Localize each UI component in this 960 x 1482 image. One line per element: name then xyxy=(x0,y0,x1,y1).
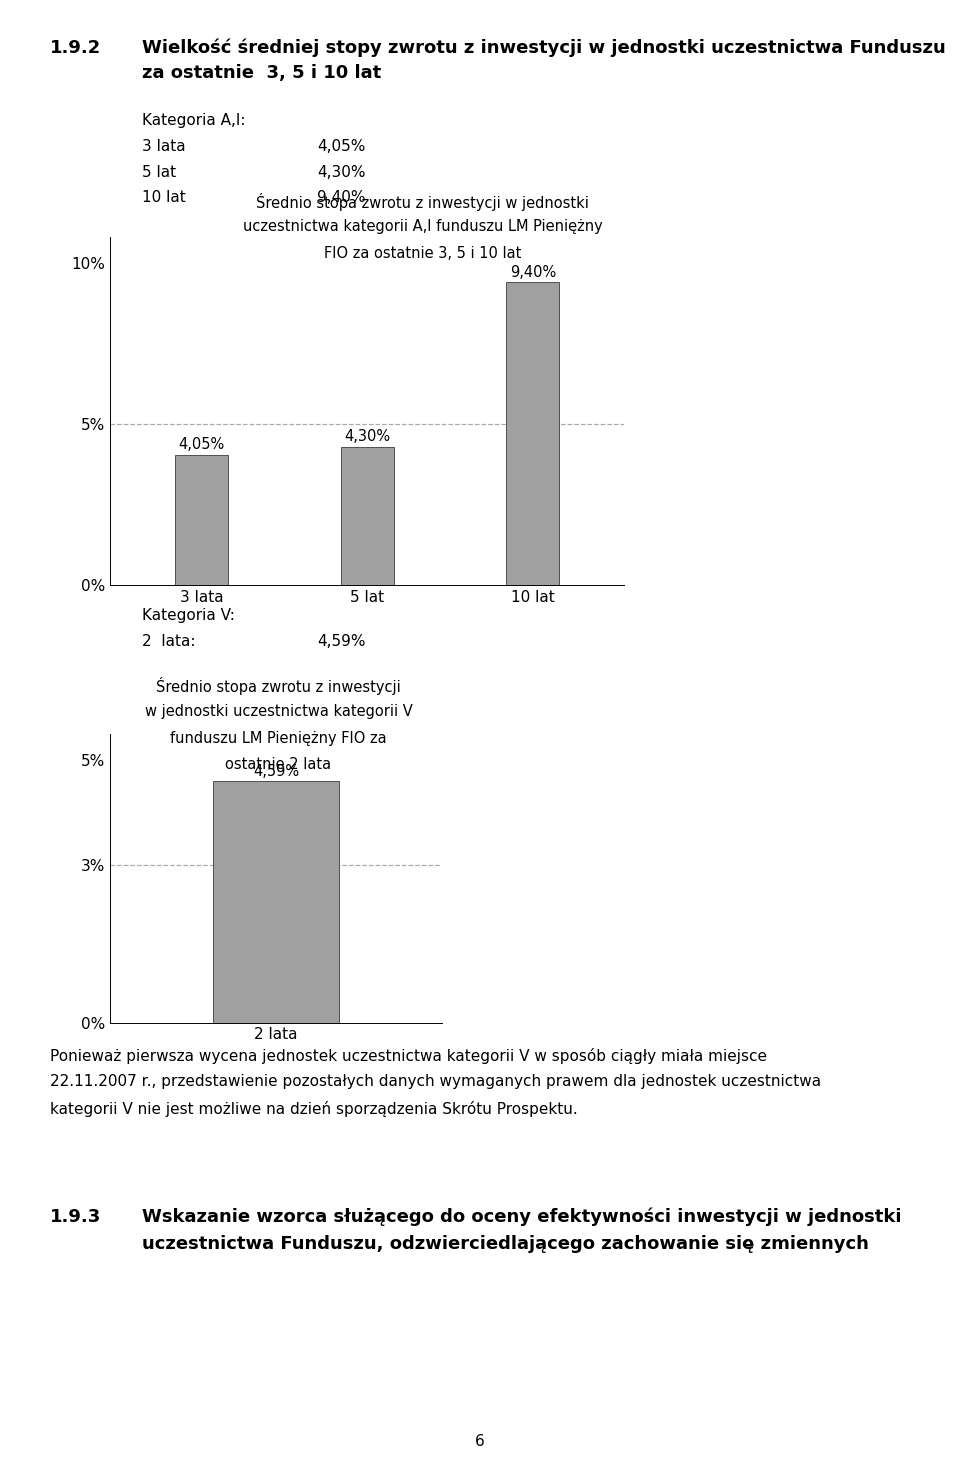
Text: 9,40%: 9,40% xyxy=(317,190,366,206)
Text: 4,30%: 4,30% xyxy=(317,165,366,179)
Text: Kategoria V:: Kategoria V: xyxy=(142,608,235,622)
Text: 9,40%: 9,40% xyxy=(510,265,556,280)
Text: Wskazanie wzorca służącego do oceny efektywności inwestycji w jednostki: Wskazanie wzorca służącego do oceny efek… xyxy=(142,1208,901,1226)
Text: Ponieważ pierwsza wycena jednostek uczestnictwa kategorii V w sposób ciągły miał: Ponieważ pierwsza wycena jednostek uczes… xyxy=(50,1048,767,1064)
Text: 5 lat: 5 lat xyxy=(142,165,177,179)
Text: w jednostki uczestnictwa kategorii V: w jednostki uczestnictwa kategorii V xyxy=(145,704,412,719)
Text: funduszu LM Pieniężny FIO za: funduszu LM Pieniężny FIO za xyxy=(170,731,387,745)
Bar xyxy=(506,282,560,585)
Text: Średnio stopa zwrotu z inwestycji: Średnio stopa zwrotu z inwestycji xyxy=(156,677,400,695)
Text: 22.11.2007 r., przedstawienie pozostałych danych wymaganych prawem dla jednostek: 22.11.2007 r., przedstawienie pozostałyc… xyxy=(50,1074,821,1089)
Text: 4,05%: 4,05% xyxy=(317,138,365,154)
Bar xyxy=(175,455,228,585)
Text: 4,59%: 4,59% xyxy=(317,634,366,649)
Text: 4,05%: 4,05% xyxy=(179,437,225,452)
Text: ostatnie 2 lata: ostatnie 2 lata xyxy=(226,757,331,772)
Text: Średnio stopa zwrotu z inwestycji w jednostki: Średnio stopa zwrotu z inwestycji w jedn… xyxy=(256,193,588,210)
Text: uczestnictwa Funduszu, odzwierciedlającego zachowanie się zmiennych: uczestnictwa Funduszu, odzwierciedlające… xyxy=(142,1235,869,1252)
Text: 3 lata: 3 lata xyxy=(142,138,185,154)
Bar xyxy=(213,781,339,1023)
Text: za ostatnie  3, 5 i 10 lat: za ostatnie 3, 5 i 10 lat xyxy=(142,64,381,82)
Text: uczestnictwa kategorii A,I funduszu LM Pieniężny: uczestnictwa kategorii A,I funduszu LM P… xyxy=(243,219,602,234)
Text: 1.9.2: 1.9.2 xyxy=(50,39,101,56)
Text: 10 lat: 10 lat xyxy=(142,190,186,206)
Text: 4,59%: 4,59% xyxy=(252,765,300,780)
Text: 1.9.3: 1.9.3 xyxy=(50,1208,101,1226)
Text: FIO za ostatnie 3, 5 i 10 lat: FIO za ostatnie 3, 5 i 10 lat xyxy=(324,246,521,261)
Bar xyxy=(341,446,394,585)
Text: Kategoria A,I:: Kategoria A,I: xyxy=(142,113,246,127)
Text: kategorii V nie jest możliwe na dzień sporządzenia Skrótu Prospektu.: kategorii V nie jest możliwe na dzień sp… xyxy=(50,1101,578,1117)
Text: 6: 6 xyxy=(475,1435,485,1449)
Text: 4,30%: 4,30% xyxy=(344,430,391,445)
Text: 2  lata:: 2 lata: xyxy=(142,634,196,649)
Text: Wielkość średniej stopy zwrotu z inwestycji w jednostki uczestnictwa Funduszu: Wielkość średniej stopy zwrotu z inwesty… xyxy=(142,39,946,56)
